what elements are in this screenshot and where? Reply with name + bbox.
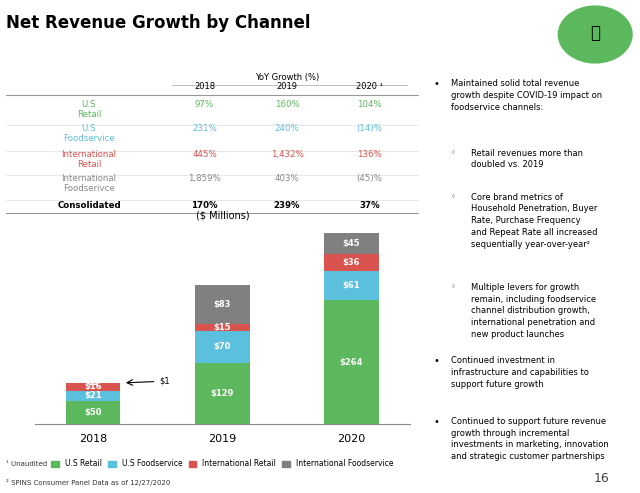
- Text: YoY Growth (%): YoY Growth (%): [255, 72, 319, 81]
- Text: $70: $70: [214, 343, 231, 352]
- Bar: [324, 271, 379, 300]
- Text: 170%: 170%: [191, 201, 218, 210]
- Text: Highlights: Highlights: [499, 51, 560, 61]
- Text: Continued to support future revenue
growth through incremental
investments in ma: Continued to support future revenue grow…: [451, 417, 608, 461]
- Text: 104%: 104%: [357, 100, 382, 109]
- Legend: U.S Retail, U.S Foodservice, International Retail, International Foodservice: U.S Retail, U.S Foodservice, Internation…: [48, 457, 397, 471]
- Text: ($ Millions): ($ Millions): [196, 211, 249, 221]
- Text: Core brand metrics of
Household Penetration, Buyer
Rate, Purchase Frequency
and : Core brand metrics of Household Penetrat…: [471, 193, 598, 249]
- Text: 1,859%: 1,859%: [188, 174, 221, 183]
- Text: Retail revenues more than
doubled vs. 2019: Retail revenues more than doubled vs. 20…: [471, 149, 584, 170]
- Text: 240%: 240%: [275, 124, 300, 133]
- Text: 136%: 136%: [357, 150, 382, 159]
- Text: 160%: 160%: [275, 100, 300, 109]
- Text: 1,432%: 1,432%: [271, 150, 303, 159]
- Text: $21: $21: [84, 391, 102, 400]
- Text: ◦: ◦: [451, 283, 456, 292]
- Bar: [324, 254, 379, 271]
- Circle shape: [558, 6, 632, 63]
- Text: 37%: 37%: [359, 201, 380, 210]
- Text: $1: $1: [88, 379, 99, 387]
- Text: 97%: 97%: [195, 100, 214, 109]
- Bar: [66, 390, 120, 400]
- Text: Net Revenue by Channel: Net Revenue by Channel: [141, 51, 285, 61]
- Text: $1: $1: [159, 377, 170, 386]
- Text: $83: $83: [214, 300, 231, 309]
- Text: ¹ Unaudited: ¹ Unaudited: [6, 461, 47, 467]
- Bar: [66, 383, 120, 390]
- Text: 🐄: 🐄: [590, 24, 600, 42]
- Text: $129: $129: [211, 389, 234, 398]
- Text: •: •: [434, 417, 440, 427]
- Text: International
Retail: International Retail: [61, 150, 116, 169]
- Text: 2019: 2019: [276, 82, 298, 91]
- Bar: [66, 400, 120, 424]
- Text: U.S
Foodservice: U.S Foodservice: [63, 124, 115, 143]
- Text: ² SPINS Consumer Panel Data as of 12/27/2020: ² SPINS Consumer Panel Data as of 12/27/…: [6, 479, 171, 486]
- Text: $50: $50: [84, 408, 102, 417]
- Text: 239%: 239%: [274, 201, 300, 210]
- Bar: [195, 323, 250, 330]
- Bar: [324, 300, 379, 424]
- Bar: [195, 284, 250, 323]
- Bar: [195, 330, 250, 363]
- Text: 16: 16: [594, 472, 609, 485]
- Text: 403%: 403%: [275, 174, 300, 183]
- Text: Continued investment in
infrastructure and capabilities to
support future growth: Continued investment in infrastructure a…: [451, 356, 588, 388]
- Text: $36: $36: [343, 258, 360, 267]
- Text: International
Foodserivce: International Foodserivce: [61, 174, 116, 193]
- Text: $264: $264: [340, 357, 364, 366]
- Bar: [324, 233, 379, 254]
- Bar: [195, 363, 250, 424]
- Text: $61: $61: [342, 281, 360, 290]
- Text: •: •: [434, 79, 440, 90]
- Text: ◦: ◦: [451, 149, 456, 158]
- Text: Consolidated: Consolidated: [57, 201, 121, 210]
- Text: 2020 ¹: 2020 ¹: [356, 82, 383, 91]
- Text: U.S
Retail: U.S Retail: [77, 100, 101, 119]
- Text: 445%: 445%: [192, 150, 217, 159]
- Text: $45: $45: [342, 240, 360, 248]
- Text: (45)%: (45)%: [356, 174, 383, 183]
- Text: Multiple levers for growth
remain, including foodservice
channel distribution gr: Multiple levers for growth remain, inclu…: [471, 283, 596, 339]
- Text: Net Revenue Growth by Channel: Net Revenue Growth by Channel: [6, 14, 311, 33]
- Text: 2018: 2018: [194, 82, 215, 91]
- Text: ◦: ◦: [451, 193, 456, 202]
- Text: •: •: [434, 356, 440, 366]
- Text: (14)%: (14)%: [356, 124, 383, 133]
- Text: $15: $15: [214, 322, 231, 331]
- Text: $16: $16: [84, 383, 102, 391]
- Text: 231%: 231%: [192, 124, 217, 133]
- Text: Maintained solid total revenue
growth despite COVID-19 impact on
foodservice cha: Maintained solid total revenue growth de…: [451, 79, 602, 112]
